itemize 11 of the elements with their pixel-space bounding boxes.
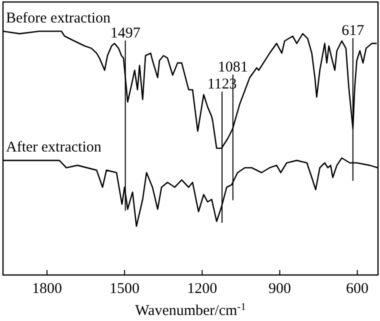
- ref-line-label: 1081: [218, 60, 248, 76]
- x-tick-label: 1200: [187, 281, 218, 297]
- ref-line-label: 1497: [110, 25, 141, 42]
- ref-line-label: 617: [342, 23, 365, 39]
- x-tick-label: 600: [346, 281, 369, 297]
- x-tick-label: 1800: [32, 281, 62, 297]
- x-tick-label: 900: [268, 281, 291, 297]
- x-axis-title: Wavenumber/cm$^{-1}$: [135, 302, 246, 319]
- series-label: After extraction: [6, 139, 102, 156]
- x-tick-label: 1500: [110, 281, 140, 297]
- series-label: Before extraction: [6, 10, 112, 26]
